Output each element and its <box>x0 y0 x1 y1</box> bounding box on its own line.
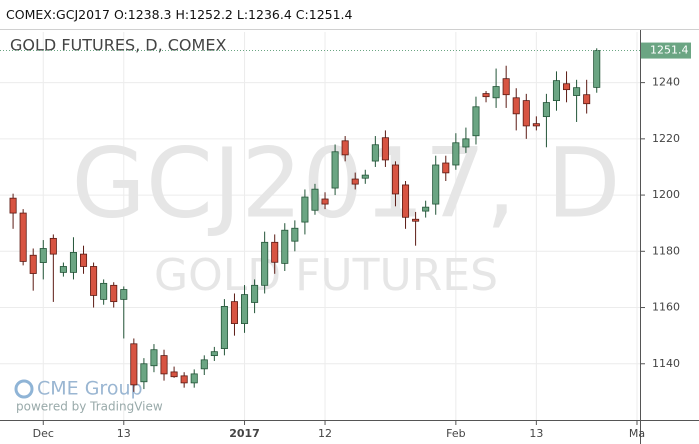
candle-body <box>492 86 500 99</box>
candle-body <box>563 83 571 91</box>
candle-body <box>190 373 198 384</box>
candle-body <box>140 363 148 383</box>
candle-body <box>512 97 520 115</box>
candle-body <box>29 254 37 274</box>
candle-body <box>100 282 108 300</box>
candle-body <box>160 355 168 375</box>
y-tick-label: 1200 <box>652 188 680 201</box>
chart: GCJ2017, D GOLD FUTURES GOLD FUTURES, D,… <box>0 30 699 444</box>
candle-body <box>210 351 218 357</box>
candle-body <box>170 371 178 378</box>
y-tick-label: 1140 <box>652 357 680 370</box>
candle-body <box>452 142 460 166</box>
candle-body <box>422 206 430 212</box>
candle-body <box>19 212 27 262</box>
candle-body <box>361 174 369 179</box>
candle-body <box>321 198 329 205</box>
candle-body <box>301 196 309 223</box>
y-tick-label: 1240 <box>652 76 680 89</box>
open: O:1238.3 <box>113 7 172 22</box>
low: L:1236.4 <box>236 7 292 22</box>
candle-body <box>331 151 339 189</box>
y-tick-label: 1160 <box>652 301 680 314</box>
candle-body <box>80 253 88 267</box>
candle-body <box>442 162 450 174</box>
candle-body <box>371 144 379 162</box>
candle-body <box>593 50 601 88</box>
watermark-subtitle: GOLD FUTURES <box>154 250 498 301</box>
candle-body <box>150 349 158 367</box>
candle-body <box>381 137 389 161</box>
candle-body <box>432 164 440 205</box>
candle-body <box>482 93 490 98</box>
candle-body <box>402 184 410 218</box>
candle-body <box>311 188 319 211</box>
logo-icon <box>14 379 34 399</box>
symbol: COMEX:GCJ2017 <box>6 7 110 22</box>
candle-body <box>220 306 228 349</box>
candle-body <box>261 241 269 286</box>
candle-body <box>472 106 480 137</box>
candle-body <box>281 229 289 264</box>
x-tick-label: 12 <box>318 427 332 440</box>
logo: CME Group <box>37 378 143 400</box>
x-tick-label: 13 <box>117 427 131 440</box>
candle-body <box>69 252 77 273</box>
candle-body <box>573 87 581 96</box>
candle-body <box>271 241 279 263</box>
candle-body <box>120 289 128 300</box>
credit: powered by TradingView <box>16 400 163 414</box>
candle-body <box>412 218 420 222</box>
x-tick-label: Ma <box>629 427 645 440</box>
candle-body <box>9 197 17 214</box>
y-tick-label: 1220 <box>652 132 680 145</box>
x-tick-label: Feb <box>446 427 465 440</box>
candle-body <box>341 140 349 156</box>
x-tick-label: 13 <box>529 427 543 440</box>
candle-body <box>391 164 399 195</box>
candle-body <box>230 301 238 324</box>
high: H:1252.2 <box>175 7 233 22</box>
candle-body <box>90 266 98 296</box>
candle-body <box>532 123 540 127</box>
candle-body <box>291 227 299 242</box>
last-price-label: 1251.4 <box>650 44 689 57</box>
header: COMEX:GCJ2017 O:1238.3 H:1252.2 L:1236.4 C:1… <box>0 0 699 30</box>
candle-body <box>59 266 67 273</box>
candle-body <box>200 359 208 370</box>
candle-body <box>351 178 359 185</box>
candle-body <box>49 237 57 255</box>
candle-body <box>110 284 118 303</box>
candle-body <box>542 102 550 118</box>
x-tick-label: 2017 <box>229 427 260 440</box>
candle-body <box>583 94 591 105</box>
chart-title: GOLD FUTURES, D, COMEX <box>10 36 226 55</box>
close: C:1251.4 <box>295 7 353 22</box>
y-tick-label: 1180 <box>652 244 680 257</box>
candle-body <box>130 343 138 386</box>
x-tick-label: Dec <box>33 427 54 440</box>
candle-body <box>241 294 249 324</box>
candle-body <box>39 248 47 263</box>
candle-body <box>251 284 259 303</box>
candle-body <box>462 138 470 148</box>
candle-body <box>552 80 560 102</box>
last-price-box <box>641 42 691 59</box>
candle-body <box>180 375 188 384</box>
candle-body <box>502 78 510 96</box>
candle-body <box>522 100 530 127</box>
